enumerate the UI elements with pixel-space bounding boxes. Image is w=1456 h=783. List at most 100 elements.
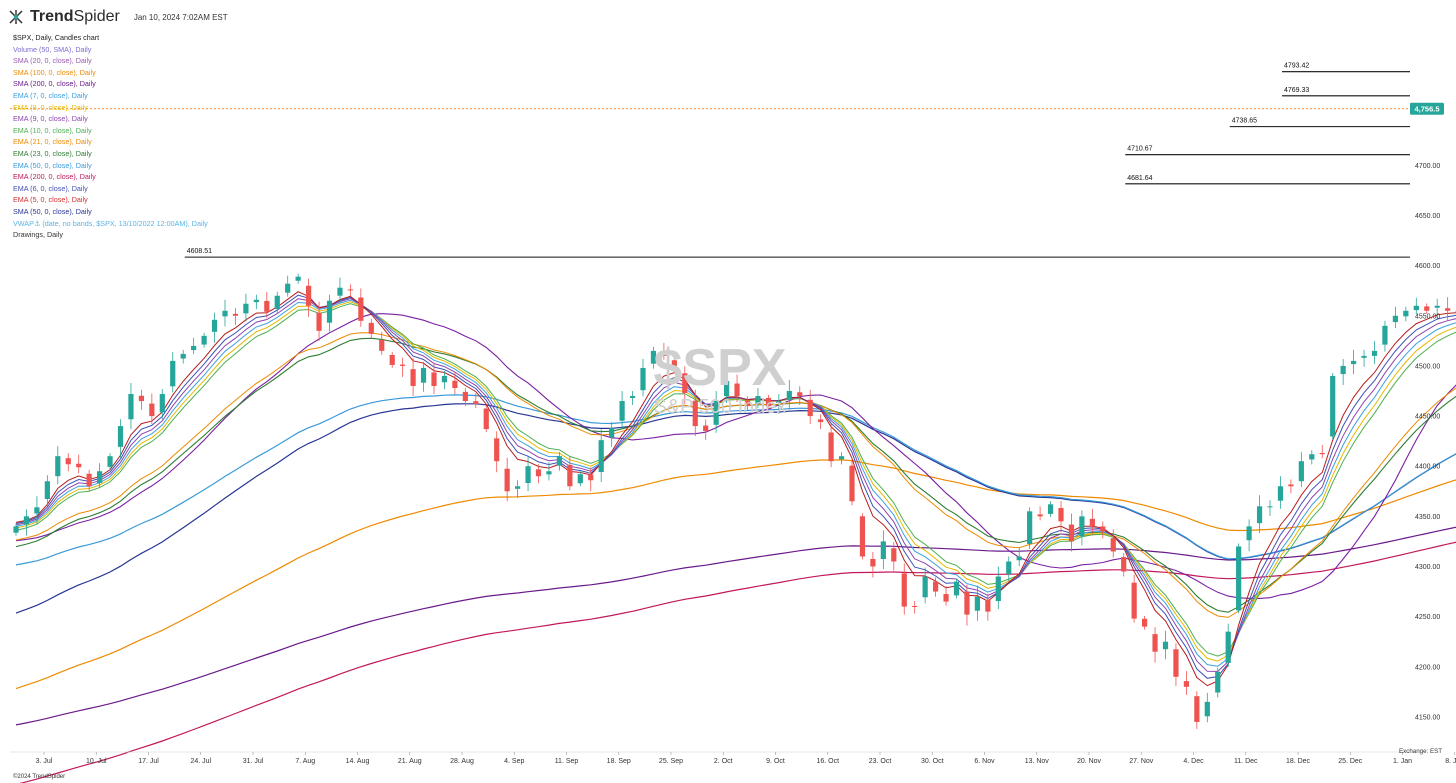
legend-item[interactable]: EMA (7, 0, close), Daily [13,90,88,100]
candle-body[interactable] [1225,631,1231,663]
candle-body[interactable] [1027,511,1033,544]
candle-body[interactable] [170,360,176,387]
candle-body[interactable] [1162,641,1169,650]
candle-body[interactable] [337,287,343,296]
candle-body[interactable] [650,350,657,364]
candle-body[interactable] [431,372,437,386]
candle-body[interactable] [974,596,980,611]
candle-body[interactable] [211,319,218,332]
candle-body[interactable] [744,400,751,407]
candle-body[interactable] [347,289,353,291]
candle-body[interactable] [807,399,813,417]
candle-body[interactable] [232,313,239,316]
candle-body[interactable] [724,380,730,397]
candle-body[interactable] [1152,634,1158,652]
candle-body[interactable] [494,438,500,462]
candle-body[interactable] [358,297,364,321]
candle-body[interactable] [368,322,374,334]
candle-body[interactable] [786,391,792,400]
candle-body[interactable] [1006,561,1012,574]
candle-body[interactable] [1173,649,1179,677]
candle-body[interactable] [1246,526,1252,541]
candle-body[interactable] [640,367,646,391]
candle-body[interactable] [629,396,636,398]
candle-body[interactable] [13,526,19,533]
candle-body[interactable] [525,466,531,484]
candle-body[interactable] [1434,305,1440,308]
candle-body[interactable] [912,605,918,607]
candle-body[interactable] [682,373,688,394]
candle-body[interactable] [201,335,207,345]
legend-item[interactable]: Drawings, Daily [13,230,63,240]
candle-body[interactable] [1351,360,1357,365]
candle-body[interactable] [1215,671,1221,693]
candle-body[interactable] [264,300,270,312]
legend-title[interactable]: $SPX, Daily, Candles chart [13,33,100,42]
candle-body[interactable] [1236,546,1242,611]
candle-body[interactable] [34,507,40,514]
candle-body[interactable] [1121,557,1127,572]
candle-body[interactable] [515,486,521,489]
legend-item[interactable]: EMA (6, 0, close), Daily [13,183,88,193]
candle-body[interactable] [901,573,907,607]
candle-body[interactable] [243,303,249,314]
candle-body[interactable] [420,367,427,383]
candle-body[interactable] [326,300,333,323]
candle-body[interactable] [1413,305,1419,311]
legend-item[interactable]: EMA (8, 0, close), Daily [13,102,88,112]
candle-body[interactable] [838,456,845,460]
candle-body[interactable] [1403,310,1409,317]
candle-body[interactable] [556,456,562,466]
candle-body[interactable] [1319,452,1325,455]
candle-body[interactable] [410,369,416,386]
candle-body[interactable] [1445,308,1451,311]
candle-body[interactable] [567,464,573,487]
candle-body[interactable] [1131,582,1137,619]
candle-body[interactable] [1079,516,1085,537]
candle-body[interactable] [609,428,615,438]
candle-body[interactable] [1047,504,1054,514]
candle-body[interactable] [1267,506,1273,508]
legend-item[interactable]: EMA (9, 0, close), Daily [13,114,88,124]
candle-body[interactable] [462,391,468,402]
candle-body[interactable] [285,283,291,293]
candle-body[interactable] [577,474,583,484]
candle-body[interactable] [1288,484,1294,487]
candle-body[interactable] [859,516,866,557]
candle-body[interactable] [933,581,939,592]
legend-item[interactable]: EMA (5, 0, close), Daily [13,195,88,205]
candle-body[interactable] [452,380,458,388]
candle-body[interactable] [379,339,385,351]
candle-body[interactable] [400,364,406,366]
candle-body[interactable] [316,312,322,331]
candle-body[interactable] [1183,681,1189,687]
legend-item[interactable]: EMA (10, 0, close), Daily [13,125,92,135]
candle-body[interactable] [191,345,197,351]
candle-body[interactable] [1298,461,1304,482]
candle-body[interactable] [849,465,855,502]
candle-body[interactable] [755,396,761,405]
legend-item[interactable]: Volume (50, SMA), Daily [13,44,92,54]
candle-body[interactable] [1089,518,1095,527]
candle-body[interactable] [97,471,103,484]
candle-body[interactable] [953,581,960,596]
candle-body[interactable] [86,473,92,487]
candle-body[interactable] [1424,306,1430,311]
candle-body[interactable] [588,474,594,481]
candle-body[interactable] [222,310,228,317]
candle-body[interactable] [1256,506,1263,524]
candle-body[interactable] [1382,325,1388,345]
legend-item[interactable]: EMA (200, 0, close), Daily [13,172,96,182]
candle-body[interactable] [703,425,709,432]
candle-body[interactable] [504,468,510,492]
candle-body[interactable] [734,383,740,397]
legend-item[interactable]: VWAP⚓ (date, no bands, $SPX, 13/10/2022 … [13,218,208,228]
candle-body[interactable] [159,394,165,413]
candle-body[interactable] [76,463,82,468]
candle-body[interactable] [1016,556,1022,561]
candle-body[interactable] [880,541,886,560]
candle-body[interactable] [473,401,479,405]
candle-body[interactable] [1340,365,1346,375]
candle-body[interactable] [765,397,771,407]
candle-body[interactable] [995,576,1001,602]
